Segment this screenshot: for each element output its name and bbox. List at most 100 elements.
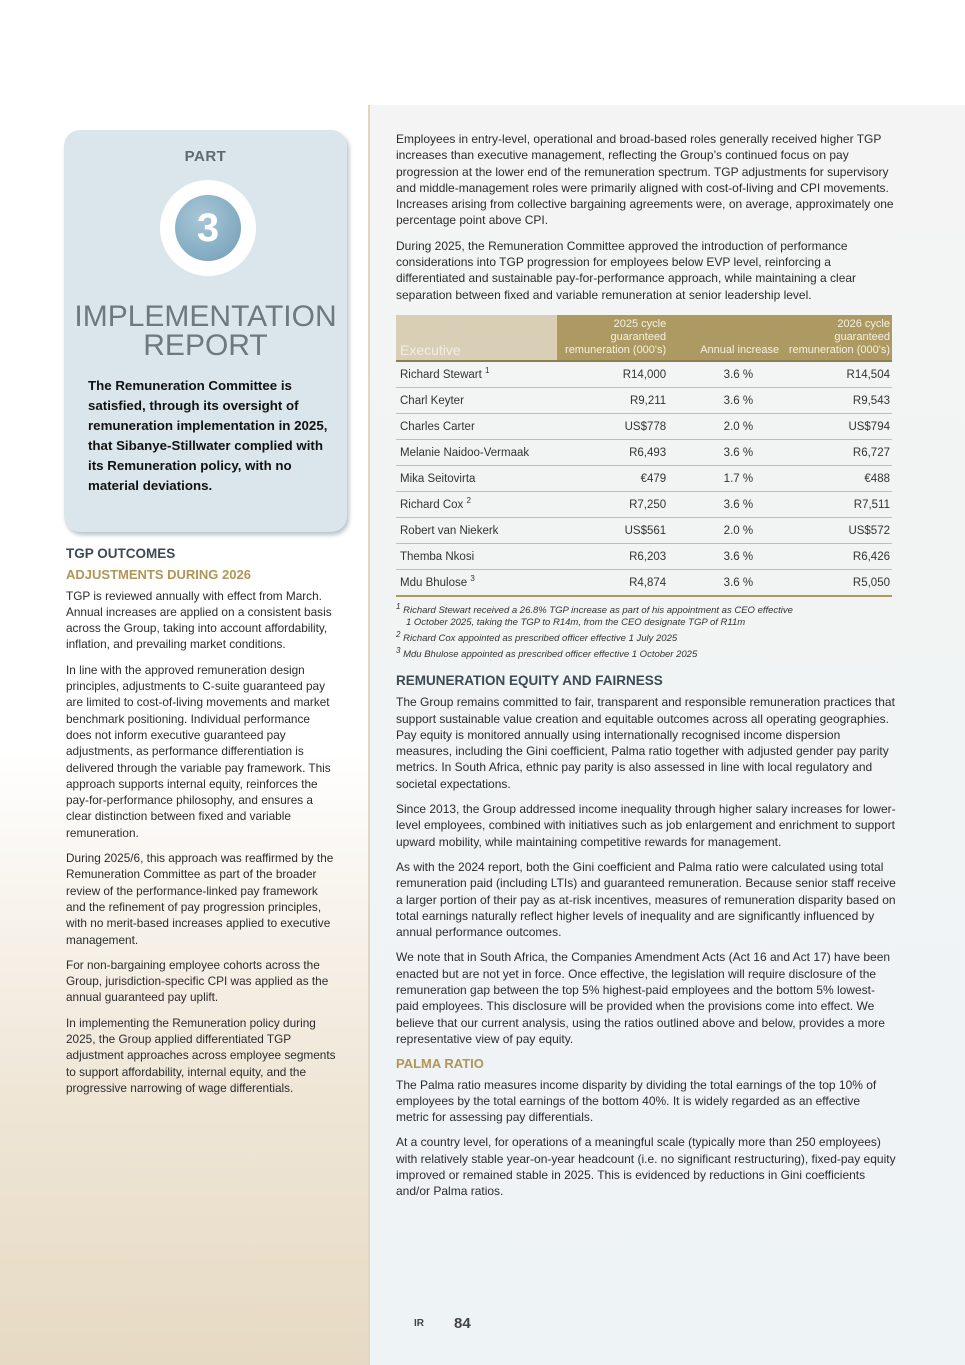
intro-statement: The Remuneration Committee is satisfied,…: [88, 378, 328, 493]
value-2025: US$778: [557, 413, 669, 440]
table-row: Richard Stewart 1 R14,000 3.6 % R14,504: [396, 360, 892, 388]
annual-increase: 2.0 %: [668, 413, 782, 440]
annual-increase: 2.0 %: [668, 517, 782, 544]
value-2025: US$561: [557, 517, 669, 544]
paragraph: In line with the approved remuneration d…: [66, 662, 331, 840]
footnote: 1 Richard Stewart received a 26.8% TGP i…: [396, 601, 896, 629]
footnote-mark: 1: [485, 366, 490, 376]
value-2025: €479: [557, 465, 669, 492]
annual-increase: 3.6 %: [668, 360, 782, 388]
value-2026: US$572: [781, 517, 892, 544]
paragraph: Employees in entry-level, operational an…: [396, 132, 894, 228]
value-2025: R6,203: [557, 543, 669, 570]
executive-name: Mdu Bhulose 3: [396, 569, 558, 597]
executive-name: Themba Nkosi: [396, 543, 558, 570]
paragraph: TGP is reviewed annually with effect fro…: [66, 588, 332, 652]
value-2026: R9,543: [781, 387, 892, 414]
annual-increase: 1.7 %: [668, 465, 782, 492]
footnote-text: Richard Stewart received a 26.8% TGP inc…: [403, 604, 793, 616]
value-2025: R7,250: [557, 491, 669, 518]
part-number: 3: [175, 195, 241, 261]
value-2026: R7,511: [781, 491, 892, 518]
table-row: Robert van Niekerk US$561 2.0 % US$572: [396, 517, 892, 544]
footnote-mark: 3: [396, 645, 401, 655]
section-title: IMPLEMENTATION REPORT: [64, 300, 347, 362]
name-text: Charl Keyter: [400, 394, 464, 407]
executive-name: Charles Carter: [396, 413, 558, 440]
executive-name: Richard Cox 2: [396, 491, 558, 518]
name-text: Richard Stewart: [400, 368, 482, 381]
value-2026: R14,504: [781, 360, 892, 388]
executive-tgp-table: Executive 2025 cycle guaranteed remunera…: [396, 314, 892, 597]
paragraph: The Palma ratio measures income disparit…: [396, 1077, 877, 1125]
value-2025: R4,874: [557, 569, 669, 597]
table-row: Melanie Naidoo-Vermaak R6,493 3.6 % R6,7…: [396, 439, 892, 466]
table-row: Charl Keyter R9,211 3.6 % R9,543: [396, 387, 892, 414]
header-increase: Annual increase: [668, 314, 782, 361]
executive-name: Charl Keyter: [396, 387, 558, 414]
executive-name: Mika Seitovirta: [396, 465, 558, 492]
name-text: Mika Seitovirta: [400, 472, 476, 485]
table-row: Charles Carter US$778 2.0 % US$794: [396, 413, 892, 440]
part-number-badge: 3: [160, 180, 256, 276]
footnote-mark: 2: [466, 496, 471, 506]
value-2026: R5,050: [781, 569, 892, 597]
section-code: IR: [414, 1318, 424, 1329]
table-row: Mika Seitovirta €479 1.7 % €488: [396, 465, 892, 492]
name-text: Themba Nkosi: [400, 550, 475, 563]
header-executive: Executive: [396, 314, 558, 361]
annual-increase: 3.6 %: [668, 439, 782, 466]
name-text: Richard Cox: [400, 498, 464, 511]
name-text: Robert van Niekerk: [400, 524, 499, 537]
paragraph: During 2025/6, this approach was reaffir…: [66, 851, 334, 947]
left-column: TGP OUTCOMES ADJUSTMENTS DURING 2026 TGP…: [66, 546, 338, 1105]
page-number: 84: [454, 1315, 471, 1332]
title-line: REPORT: [143, 329, 268, 362]
header-2026: 2026 cycle guaranteed remuneration (000'…: [781, 314, 892, 361]
name-text: Charles Carter: [400, 420, 475, 433]
value-2025: R9,211: [557, 387, 669, 414]
paragraph: We note that in South Africa, the Compan…: [396, 950, 891, 1046]
table-row: Richard Cox 2 R7,250 3.6 % R7,511: [396, 491, 892, 518]
subheading-adjustments: ADJUSTMENTS DURING 2026: [66, 567, 251, 583]
footnote: 3 Mdu Bhulose appointed as prescribed of…: [396, 645, 896, 661]
value-2025: R14,000: [557, 360, 669, 388]
heading-equity: REMUNERATION EQUITY AND FAIRNESS: [396, 672, 663, 688]
paragraph: In implementing the Remuneration policy …: [66, 1015, 336, 1095]
executive-name: Melanie Naidoo-Vermaak: [396, 439, 558, 466]
paragraph: At a country level, for operations of a …: [396, 1135, 896, 1199]
value-2026: US$794: [781, 413, 892, 440]
footnote-mark: 1: [396, 601, 401, 611]
footnote-mark: 3: [470, 574, 475, 584]
paragraph: The Group remains committed to fair, tra…: [396, 695, 895, 791]
part-card: PART 3 IMPLEMENTATION REPORT The Remunera…: [64, 130, 347, 532]
heading-tgp-outcomes: TGP OUTCOMES: [66, 546, 176, 561]
footnote-mark: 2: [396, 629, 401, 639]
footnote-text: Mdu Bhulose appointed as prescribed offi…: [403, 648, 698, 660]
heading-palma: PALMA RATIO: [396, 1056, 484, 1072]
header-2025: 2025 cycle guaranteed remuneration (000'…: [557, 314, 669, 361]
footnote-text: Richard Cox appointed as prescribed offi…: [403, 632, 678, 644]
paragraph: Since 2013, the Group addressed income i…: [396, 802, 896, 849]
table-row: Mdu Bhulose 3 R4,874 3.6 % R5,050: [396, 569, 892, 597]
annual-increase: 3.6 %: [668, 543, 782, 570]
value-2026: R6,426: [781, 543, 892, 570]
right-column: Employees in entry-level, operational an…: [396, 131, 896, 1209]
footnote-text: 1 October 2025, taking the TGP to R14m, …: [406, 616, 746, 628]
annual-increase: 3.6 %: [668, 491, 782, 518]
footnotes: 1 Richard Stewart received a 26.8% TGP i…: [396, 601, 896, 661]
annual-increase: 3.6 %: [668, 569, 782, 597]
annual-increase: 3.6 %: [668, 387, 782, 414]
name-text: Mdu Bhulose: [400, 576, 468, 589]
footnote: 2 Richard Cox appointed as prescribed of…: [396, 629, 896, 645]
name-text: Melanie Naidoo-Vermaak: [400, 446, 530, 459]
value-2025: R6,493: [557, 439, 669, 466]
value-2026: €488: [781, 465, 892, 492]
paragraph: For non-bargaining employee cohorts acro…: [66, 957, 329, 1005]
title-line: IMPLEMENTATION: [74, 300, 337, 333]
paragraph: As with the 2024 report, both the Gini c…: [396, 859, 896, 940]
page-footer: IR 84: [414, 1315, 494, 1335]
executive-name: Richard Stewart 1: [396, 360, 558, 388]
executive-name: Robert van Niekerk: [396, 517, 558, 544]
part-label: PART: [184, 148, 227, 165]
